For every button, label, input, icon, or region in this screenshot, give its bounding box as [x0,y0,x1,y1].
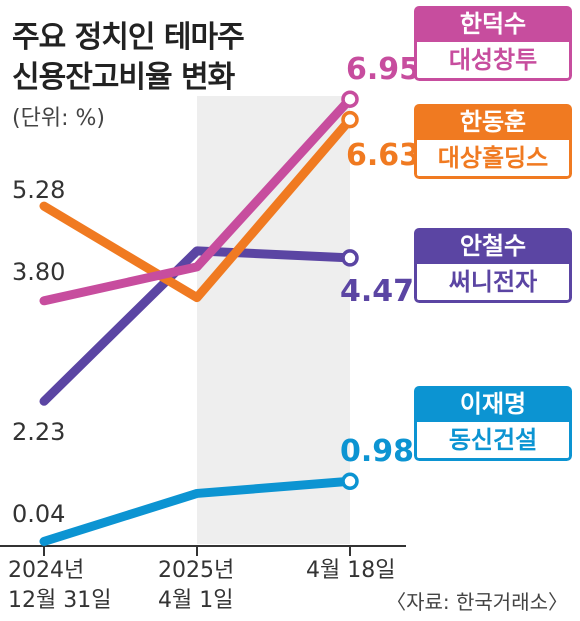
start-label-handeoksu: 3.80 [12,258,66,286]
start-label-handeoksu-series-orange: 5.28 [12,176,66,204]
start-label-leejaemyung: 0.04 [12,500,66,528]
start-label-ahncheolsoo: 2.23 [12,418,66,446]
series-line-3 [39,246,355,406]
x-label-1-line-2: 12월 31일 [8,588,112,613]
legend-box-ahncheolsoo: 안철수 써니전자 [414,228,572,303]
legend-name-handonghoon: 한동훈 [414,104,572,140]
series-end-point-4 [341,472,359,491]
source-note: 〈자료: 한국거래소〉 [386,590,568,614]
unit-label: (단위: %) [12,106,105,131]
end-label-ahncheolsoo: 4.47 [340,274,415,309]
x-label-2-line-2: 4월 1일 [158,588,234,613]
series-line-1 [39,94,355,306]
legend-name-handeoksu: 한덕수 [414,6,572,42]
legend-box-leejaemyung: 이재명 동신건설 [414,386,572,461]
x-label-3-line-1: 4월 18일 [306,558,396,583]
series-end-point-2 [341,110,359,129]
x-label-1: 2024년 12월 31일 [8,556,111,616]
legend-name-leejaemyung: 이재명 [414,386,572,422]
end-label-handeoksu: 6.95 [346,52,421,87]
end-label-leejaemyung: 0.98 [340,434,415,469]
legend-name-ahncheolsoo: 안철수 [414,228,572,264]
x-label-2-line-1: 2025년 [158,558,235,583]
x-label-2: 2025년 4월 1일 [158,556,234,616]
series-end-point-3 [341,249,359,267]
legend-company-leejaemyung: 동신건설 [414,422,572,461]
series-end-point-1 [341,90,359,108]
legend-company-handeoksu: 대성창투 [414,42,572,81]
x-label-3: 4월 18일 [306,556,395,586]
legend-company-ahncheolsoo: 써니전자 [414,264,572,303]
end-label-handonghoon: 6.63 [346,138,421,173]
legend-company-handonghoon: 대상홀딩스 [414,140,572,179]
legend-box-handonghoon: 한동훈 대상홀딩스 [414,104,572,179]
highlight-period-shade [197,96,350,544]
x-label-1-line-1: 2024년 [8,558,85,583]
chart-title-line-2: 신용잔고비율 변화 [12,60,235,95]
chart-title-line-1: 주요 정치인 테마주 [12,20,245,55]
series-line-4 [39,476,355,546]
series-line-2 [39,115,355,303]
legend-box-handeoksu: 한덕수 대성창투 [414,6,572,81]
